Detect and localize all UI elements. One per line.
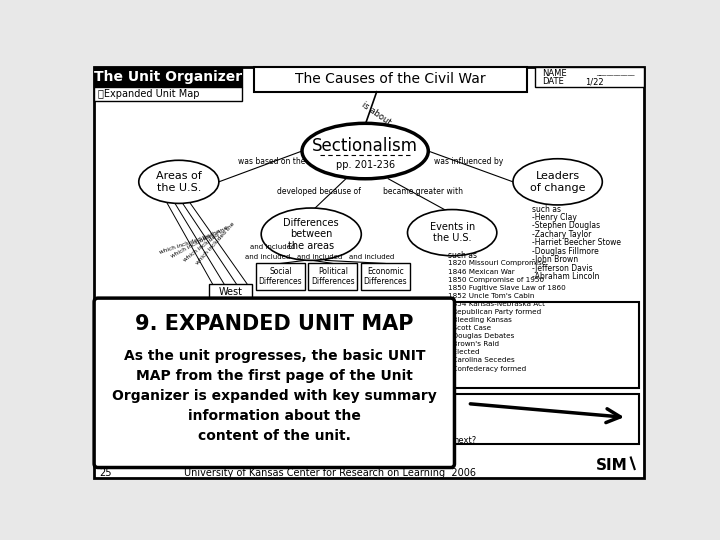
Text: information about the: information about the [188, 409, 361, 423]
Ellipse shape [302, 123, 428, 179]
Text: 1850 Compromise of 1950: 1850 Compromise of 1950 [448, 276, 544, 282]
Text: Republican Party formed: Republican Party formed [448, 309, 541, 315]
Text: Social
Differences: Social Differences [258, 267, 302, 286]
Text: 1850 Fugitive Slave Law of 1860: 1850 Fugitive Slave Law of 1860 [448, 285, 565, 291]
Text: Political
Differences: Political Differences [311, 267, 355, 286]
Text: Confederacy formed: Confederacy formed [448, 366, 526, 372]
Ellipse shape [408, 210, 497, 256]
Text: Douglas Debates: Douglas Debates [448, 333, 514, 339]
FancyBboxPatch shape [308, 264, 357, 289]
Text: Carolina Secedes: Carolina Secedes [448, 357, 514, 363]
Text: ⑹Expanded Unit Map: ⑹Expanded Unit Map [98, 89, 199, 99]
Text: -Zachary Taylor: -Zachary Taylor [532, 230, 592, 239]
Text: -Harriet Beecher Stowe: -Harriet Beecher Stowe [532, 238, 621, 247]
Text: As the unit progresses, the basic UNIT: As the unit progresses, the basic UNIT [124, 349, 425, 363]
Text: West: West [218, 287, 243, 297]
Text: Events in
the U.S.: Events in the U.S. [430, 222, 474, 244]
Text: -Henry Clay: -Henry Clay [532, 213, 577, 222]
FancyBboxPatch shape [451, 394, 639, 444]
FancyBboxPatch shape [94, 87, 242, 101]
Text: University of Kansas Center for Research on Learning  2006: University of Kansas Center for Research… [184, 468, 477, 478]
FancyBboxPatch shape [94, 298, 454, 468]
Text: Sectionalism: Sectionalism [312, 137, 418, 154]
Text: 1/22: 1/22 [585, 77, 603, 86]
Text: 1846 Mexican War: 1846 Mexican War [448, 268, 514, 274]
FancyBboxPatch shape [253, 67, 527, 92]
Text: -John Brown: -John Brown [532, 255, 578, 264]
Text: Leaders
of change: Leaders of change [530, 171, 585, 193]
FancyBboxPatch shape [361, 264, 410, 289]
FancyBboxPatch shape [534, 67, 644, 87]
Text: next?: next? [454, 436, 477, 445]
FancyBboxPatch shape [94, 67, 644, 478]
Text: ___________: ___________ [596, 70, 634, 76]
Text: Scott Case: Scott Case [448, 325, 490, 331]
Text: was influenced by: was influenced by [434, 157, 504, 166]
Text: -Stephen Douglas: -Stephen Douglas [532, 221, 600, 230]
FancyBboxPatch shape [451, 302, 639, 388]
Ellipse shape [139, 160, 219, 204]
Text: Economic
Differences: Economic Differences [364, 267, 407, 286]
Text: 25: 25 [99, 468, 112, 478]
Text: -Jefferson Davis: -Jefferson Davis [532, 264, 593, 273]
Text: Organizer is expanded with key summary: Organizer is expanded with key summary [112, 389, 436, 403]
Text: The Unit Organizer: The Unit Organizer [94, 70, 242, 84]
FancyBboxPatch shape [256, 264, 305, 289]
Text: and included: and included [245, 254, 290, 260]
Text: -Douglas Fillmore: -Douglas Fillmore [532, 247, 599, 255]
Text: is about: is about [360, 100, 393, 127]
Text: which included the: which included the [159, 233, 213, 255]
Text: such as: such as [532, 205, 562, 214]
Text: -Abraham Lincoln: -Abraham Lincoln [532, 272, 600, 281]
Text: DATE: DATE [542, 77, 564, 86]
Text: pp. 201-236: pp. 201-236 [336, 160, 395, 170]
Text: Differences
between
the areas: Differences between the areas [284, 218, 339, 251]
Text: Brown's Raid: Brown's Raid [448, 341, 499, 347]
FancyBboxPatch shape [209, 284, 252, 300]
Text: The Causes of the Civil War: The Causes of the Civil War [295, 72, 486, 86]
Text: developed because of: developed because of [277, 187, 361, 197]
Text: which included the: which included the [194, 221, 235, 266]
Text: Elected: Elected [448, 349, 480, 355]
Text: content of the unit.: content of the unit. [198, 429, 351, 443]
Ellipse shape [261, 208, 361, 260]
Text: 1852 Uncle Tom's Cabin: 1852 Uncle Tom's Cabin [448, 293, 534, 299]
Text: 9. EXPANDED UNIT MAP: 9. EXPANDED UNIT MAP [135, 314, 413, 334]
FancyBboxPatch shape [94, 67, 242, 87]
Text: SIM: SIM [595, 458, 627, 472]
Text: and included: and included [297, 254, 342, 260]
Text: such as: such as [448, 251, 477, 260]
Text: Bleeding Kansas: Bleeding Kansas [448, 317, 511, 323]
Text: NAME: NAME [542, 69, 567, 78]
Text: which included the: which included the [170, 228, 221, 259]
Text: MAP from the first page of the Unit: MAP from the first page of the Unit [136, 369, 413, 383]
Text: was based on the: was based on the [238, 157, 305, 166]
Text: which included the: which included the [182, 225, 229, 263]
Text: 1820 Missouri Compromise: 1820 Missouri Compromise [448, 260, 546, 266]
Ellipse shape [513, 159, 603, 205]
Text: and included: and included [250, 244, 295, 251]
Text: Areas of
the U.S.: Areas of the U.S. [156, 171, 202, 193]
Text: 1854 Kansas-Nebraska Act: 1854 Kansas-Nebraska Act [448, 301, 544, 307]
Text: became greater with: became greater with [383, 187, 463, 197]
Text: and included: and included [349, 254, 395, 260]
